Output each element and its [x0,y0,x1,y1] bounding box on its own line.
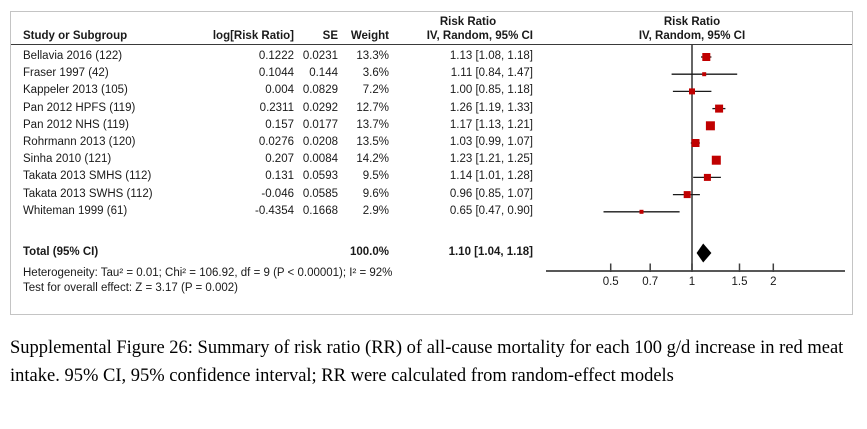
weight-cell: 7.2% [362,84,389,97]
risk-ratio-ci-cell: 1.14 [1.01, 1.28] [449,170,533,183]
effect-marker [715,104,724,113]
column-header-weight: Weight [350,30,389,42]
summary-diamond [696,243,712,263]
column-header-se: SE [322,30,338,42]
log-risk-ratio-cell: 0.1222 [258,50,294,62]
weight-cell: 13.3% [356,50,389,62]
effect-marker [702,72,707,77]
study-name-cell: Pan 2012 HPFS (119) [23,101,136,114]
total-row-weight: 100.0% [349,246,389,258]
weight-cell: 13.7% [356,118,389,131]
figure-caption: Supplemental Figure 26: Summary of risk … [10,338,844,386]
weight-cell: 9.6% [362,187,389,200]
weight-cell: 14.2% [356,153,389,166]
se-cell: 0.0829 [302,84,338,97]
heterogeneity-text: Heterogeneity: Tau² = 0.01; Chi² = 106.9… [23,267,393,279]
effect-marker [683,191,691,199]
column-header-effect-line1: Risk Ratio [439,16,497,28]
weight-cell: 3.6% [362,67,389,80]
study-name-cell: Takata 2013 SWHS (112) [23,187,153,200]
axis-tick-label: 2 [770,276,776,288]
risk-ratio-ci-cell: 0.96 [0.85, 1.07] [449,187,533,200]
weight-cell: 2.9% [362,204,389,217]
column-header-study: Study or Subgroup [23,30,128,42]
risk-ratio-ci-cell: 1.23 [1.21, 1.25] [449,153,533,166]
se-cell: 0.0585 [302,187,338,200]
log-risk-ratio-cell: 0.0276 [258,136,294,148]
log-risk-ratio-cell: 0.1044 [258,67,294,80]
study-name-cell: Fraser 1997 (42) [23,67,109,80]
risk-ratio-ci-cell: 1.03 [0.99, 1.07] [449,136,533,148]
risk-ratio-ci-cell: 1.11 [0.84, 1.47] [450,67,533,80]
axis-tick-label: 0.7 [642,276,658,288]
weight-cell: 13.5% [356,136,389,148]
study-name-cell: Bellavia 2016 (122) [23,50,123,62]
effect-marker [702,53,711,61]
log-risk-ratio-cell: -0.4354 [254,204,294,217]
effect-marker [703,173,711,181]
study-name-cell: Takata 2013 SMHS (112) [23,170,152,183]
risk-ratio-ci-cell: 0.65 [0.47, 0.90] [449,204,533,217]
risk-ratio-ci-cell: 1.00 [0.85, 1.18] [449,84,533,97]
risk-ratio-ci-cell: 1.17 [1.13, 1.21] [449,118,533,131]
forest-plot-canvas: 0.5 0.7 1 1.5 2 [546,45,845,288]
risk-ratio-ci-cell: 1.26 [1.19, 1.33] [449,101,533,114]
study-name-cell: Rohrmann 2013 (120) [23,136,136,148]
effect-marker [691,139,700,147]
effect-marker [689,88,695,95]
log-risk-ratio-cell: 0.2311 [259,101,294,114]
se-cell: 0.0292 [302,101,338,114]
axis-tick-label: 0.5 [603,276,619,288]
column-header-log-risk-ratio: log[Risk Ratio] [212,30,294,42]
effect-marker [639,209,644,214]
log-risk-ratio-cell: 0.207 [265,153,294,166]
effect-marker [711,155,721,165]
se-cell: 0.0593 [302,170,338,183]
study-name-cell: Kappeler 2013 (105) [23,84,128,97]
header-underline [11,44,852,45]
column-header-effect-line2: IV, Random, 95% CI [426,30,533,42]
se-cell: 0.0084 [302,153,338,166]
study-name-cell: Whiteman 1999 (61) [23,204,128,217]
study-name-cell: Sinha 2010 (121) [23,153,112,166]
log-risk-ratio-cell: -0.046 [261,187,294,200]
weight-cell: 9.5% [362,170,389,183]
study-name-cell: Pan 2012 NHS (119) [23,118,129,131]
plot-header-line2: IV, Random, 95% CI [638,30,746,42]
se-cell: 0.1668 [302,204,338,217]
plot-header-line1: Risk Ratio [663,16,721,28]
overall-effect-text: Test for overall effect: Z = 3.17 (P = 0… [23,282,238,294]
se-cell: 0.0208 [302,136,338,148]
weight-cell: 12.7% [356,101,389,114]
log-risk-ratio-cell: 0.157 [265,118,294,131]
total-row-label: Total (95% CI) [23,246,99,258]
forest-plot-figure: 0.5 0.7 1 1.5 2 Study or Subgroup log[Risk R… [10,11,853,315]
log-risk-ratio-cell: 0.004 [265,84,294,97]
se-cell: 0.0231 [302,50,338,62]
total-row-ci: 1.10 [1.04, 1.18] [448,246,533,258]
risk-ratio-ci-cell: 1.13 [1.08, 1.18] [449,50,533,62]
se-cell: 0.0177 [302,118,338,131]
effect-marker [705,121,715,131]
se-cell: 0.144 [309,67,338,80]
axis-tick-label: 1.5 [732,276,748,288]
log-risk-ratio-cell: 0.131 [265,170,294,183]
axis-tick-label: 1 [689,276,695,288]
